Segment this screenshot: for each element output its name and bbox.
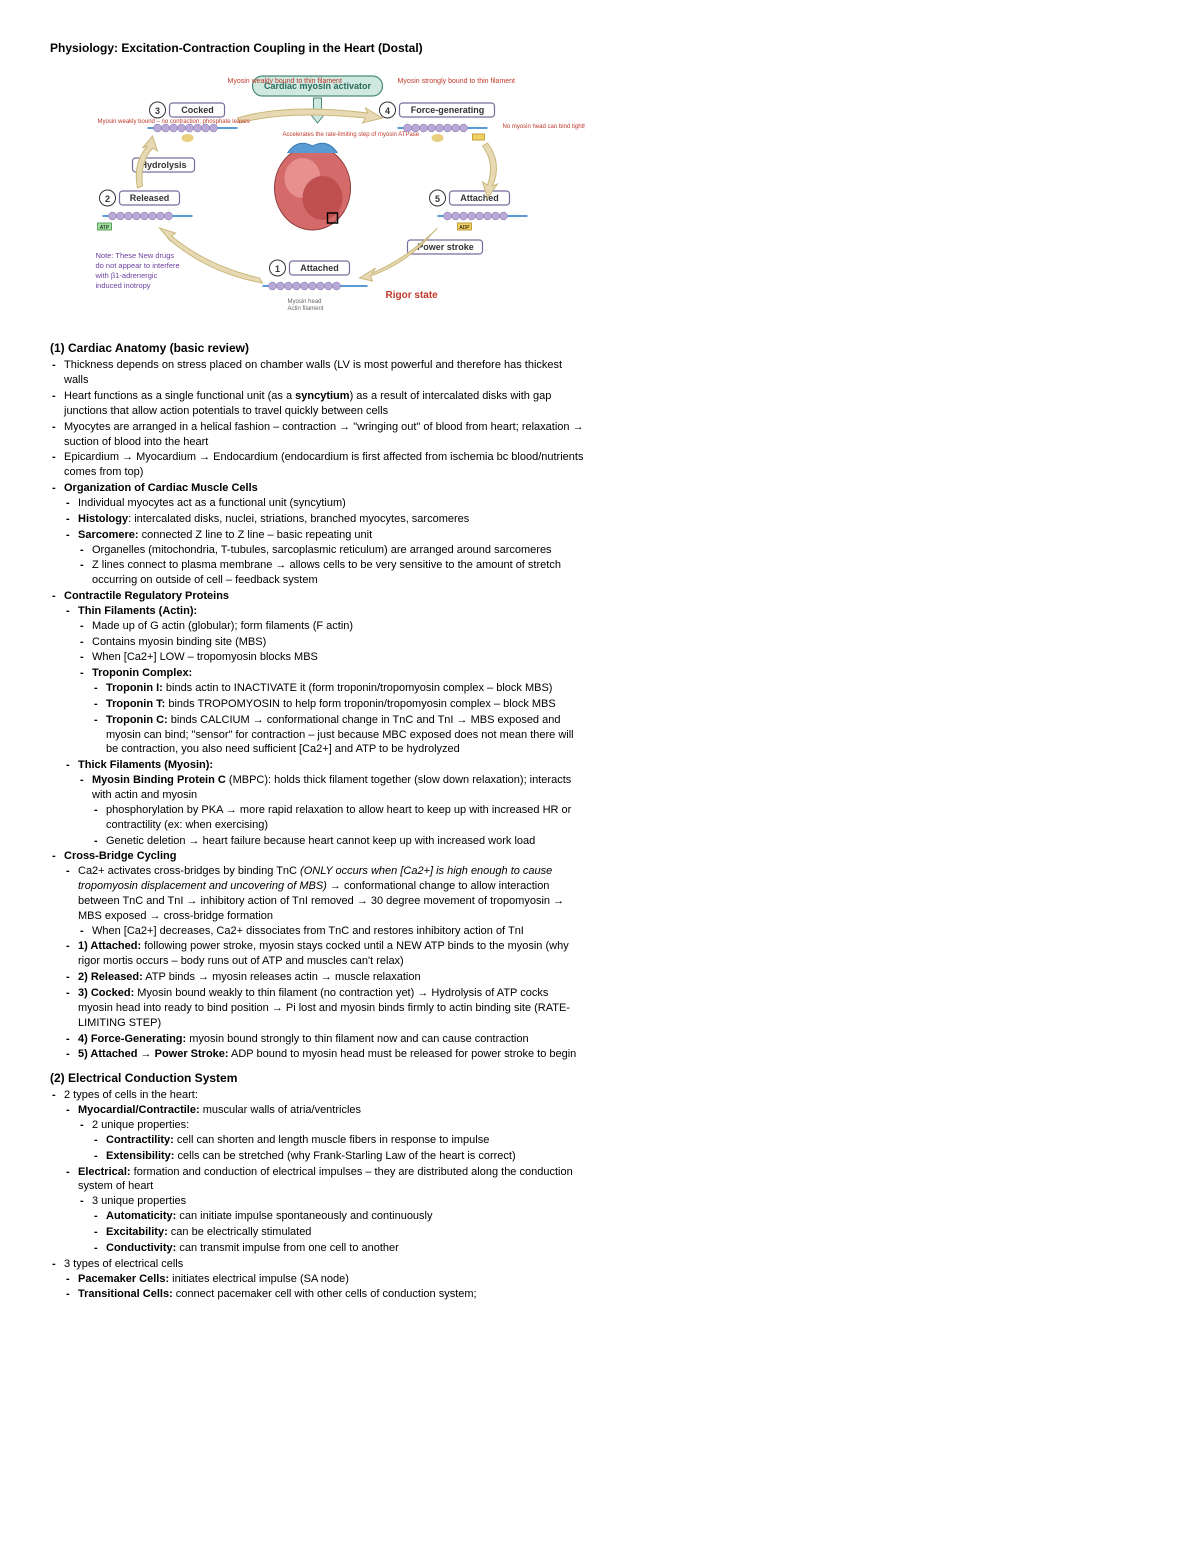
list-item: 2 types of cells in the heart: Myocardia… xyxy=(50,1088,585,1255)
svg-text:ATP: ATP xyxy=(100,225,110,231)
list-item: Transitional Cells: connect pacemaker ce… xyxy=(64,1287,585,1302)
svg-text:2: 2 xyxy=(105,194,110,204)
list-item: Individual myocytes act as a functional … xyxy=(64,496,585,511)
list-item: Organelles (mitochondria, T-tubules, sar… xyxy=(78,543,585,558)
list-item: Pacemaker Cells: initiates electrical im… xyxy=(64,1272,585,1287)
list-item: Z lines connect to plasma membrane → all… xyxy=(78,558,585,588)
purple-note-2: do not appear to interfere xyxy=(96,261,180,270)
list-item: Troponin C: binds CALCIUM → conformation… xyxy=(92,713,585,758)
section-2-list: 2 types of cells in the heart: Myocardia… xyxy=(50,1088,585,1302)
list-item: 3 unique properties Automaticity: can in… xyxy=(78,1194,585,1255)
section-1-list: Thickness depends on stress placed on ch… xyxy=(50,358,585,1062)
svg-text:Cocked: Cocked xyxy=(181,105,214,115)
list-item: 1) Attached: following power stroke, myo… xyxy=(64,939,585,969)
red-note-left: Myosin weakly bound – no contraction; ph… xyxy=(98,119,250,125)
list-item: Excitability: can be electrically stimul… xyxy=(92,1225,585,1240)
list-item: Histology: intercalated disks, nuclei, s… xyxy=(64,512,585,527)
hydrolysis-label: Hydrolysis xyxy=(140,160,186,170)
center-note: Accelerates the rate-limiting step of my… xyxy=(283,132,420,138)
rigor-label: Rigor state xyxy=(386,290,439,301)
state-attached-5: 5 Attached ADP xyxy=(430,190,528,231)
list-item: Thick Filaments (Myosin): Myosin Binding… xyxy=(64,758,585,848)
section-1-heading: (1) Cardiac Anatomy (basic review) xyxy=(50,340,585,356)
list-item: 2 unique properties: Contractility: cell… xyxy=(78,1118,585,1164)
svg-text:Released: Released xyxy=(130,193,170,203)
power-stroke-label: Power stroke xyxy=(417,242,474,252)
heart-icon xyxy=(275,143,351,230)
section-2-heading: (2) Electrical Conduction System xyxy=(50,1070,585,1086)
state-attached-1: 1 Attached Myosin head Actin filament xyxy=(263,260,368,312)
list-item: 5) Attached → Power Stroke: ADP bound to… xyxy=(64,1047,585,1062)
list-item: Automaticity: can initiate impulse spont… xyxy=(92,1209,585,1224)
list-item: Genetic deletion → heart failure because… xyxy=(92,834,585,849)
list-item: Troponin T: binds TROPOMYOSIN to help fo… xyxy=(92,697,585,712)
list-item: Contractile Regulatory Proteins Thin Fil… xyxy=(50,589,585,848)
document-page: Physiology: Excitation-Contraction Coupl… xyxy=(50,40,1150,1510)
list-item: Troponin I: binds actin to INACTIVATE it… xyxy=(92,681,585,696)
list-item: Extensibility: cells can be stretched (w… xyxy=(92,1149,585,1164)
list-item: phosphorylation by PKA → more rapid rela… xyxy=(92,803,585,833)
list-item: Troponin Complex: Troponin I: binds acti… xyxy=(78,666,585,757)
list-item: Made up of G actin (globular); form fila… xyxy=(78,619,585,634)
list-item: Myocardial/Contractile: muscular walls o… xyxy=(64,1103,585,1163)
svg-text:Attached: Attached xyxy=(300,263,339,273)
page-title: Physiology: Excitation-Contraction Coupl… xyxy=(50,40,585,56)
svg-text:Force-generating: Force-generating xyxy=(411,105,485,115)
list-item: When [Ca2+] LOW – tropomyosin blocks MBS xyxy=(78,650,585,665)
purple-note-3: with β1-adrenergic xyxy=(95,271,158,280)
list-item: 3) Cocked: Myosin bound weakly to thin f… xyxy=(64,986,585,1031)
list-item: Conductivity: can transmit impulse from … xyxy=(92,1241,585,1256)
list-item: Thin Filaments (Actin): Made up of G act… xyxy=(64,604,585,757)
svg-text:Actin filament: Actin filament xyxy=(288,306,324,312)
list-item: Cross-Bridge Cycling Ca2+ activates cros… xyxy=(50,849,585,1062)
svg-text:1: 1 xyxy=(275,264,280,274)
list-item: Contains myosin binding site (MBS) xyxy=(78,635,585,650)
list-item: Electrical: formation and conduction of … xyxy=(64,1165,585,1256)
list-item: Thickness depends on stress placed on ch… xyxy=(50,358,585,388)
red-note-1: Myosin weakly bound to thin filament xyxy=(228,78,342,85)
list-item: Epicardium → Myocardium → Endocardium (e… xyxy=(50,450,585,480)
svg-text:Attached: Attached xyxy=(460,193,499,203)
list-item: 4) Force-Generating: myosin bound strong… xyxy=(64,1032,585,1047)
purple-note-1: Note: These New drugs xyxy=(96,251,175,260)
state-released: 2 Released ATP xyxy=(98,190,193,231)
crossbridge-cycle-diagram: Cardiac myosin activator Accelerates the… xyxy=(50,68,585,328)
list-item: 2) Released: ATP binds → myosin releases… xyxy=(64,970,585,985)
list-item: Ca2+ activates cross-bridges by binding … xyxy=(64,864,585,938)
svg-text:ADP: ADP xyxy=(459,225,470,231)
list-item: Sarcomere: connected Z line to Z line – … xyxy=(64,528,585,588)
svg-text:3: 3 xyxy=(155,106,160,116)
svg-text:4: 4 xyxy=(385,106,390,116)
list-item: Organization of Cardiac Muscle Cells Ind… xyxy=(50,481,585,588)
purple-note-4: induced inotropy xyxy=(96,281,151,290)
svg-text:5: 5 xyxy=(435,194,440,204)
list-item: Heart functions as a single functional u… xyxy=(50,389,585,419)
red-note-2: Myosin strongly bound to thin filament xyxy=(398,78,516,85)
list-item: Myosin Binding Protein C (MBPC): holds t… xyxy=(78,773,585,848)
list-item: 3 types of electrical cells Pacemaker Ce… xyxy=(50,1257,585,1303)
list-item: Myocytes are arranged in a helical fashi… xyxy=(50,420,585,450)
svg-text:Myosin head: Myosin head xyxy=(288,299,322,305)
red-note-3: No myosin head can bind tightly and caus… xyxy=(503,124,586,130)
list-item: When [Ca2+] decreases, Ca2+ dissociates … xyxy=(78,924,585,939)
list-item: Contractility: cell can shorten and leng… xyxy=(92,1133,585,1148)
